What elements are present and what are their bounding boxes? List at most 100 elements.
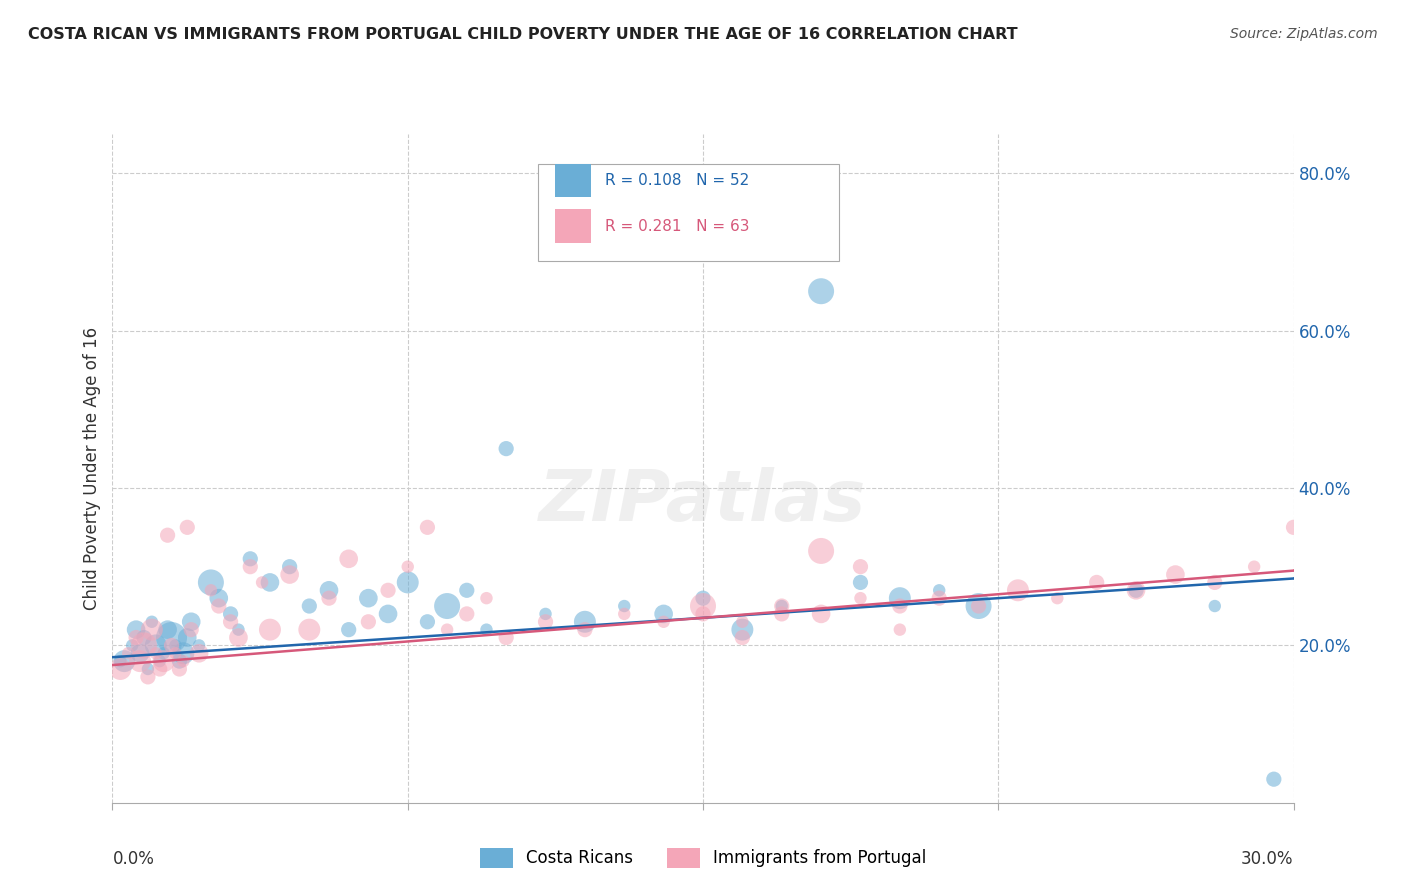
Point: [731, 623, 754, 637]
Point: [149, 654, 172, 668]
Point: [152, 646, 174, 660]
Point: [436, 623, 458, 637]
Point: [456, 583, 478, 598]
Point: [239, 559, 262, 574]
Point: [416, 520, 439, 534]
Point: [172, 646, 194, 660]
Point: [574, 623, 596, 637]
FancyBboxPatch shape: [555, 164, 591, 197]
Point: [849, 575, 872, 590]
Point: [149, 662, 172, 676]
Text: ZIPatlas: ZIPatlas: [540, 467, 866, 536]
Point: [180, 615, 202, 629]
Point: [152, 654, 174, 668]
Point: [141, 615, 163, 629]
Point: [337, 551, 360, 566]
Point: [534, 607, 557, 621]
Legend: Costa Ricans, Immigrants from Portugal: Costa Ricans, Immigrants from Portugal: [472, 841, 934, 875]
Text: 0.0%: 0.0%: [112, 849, 155, 868]
Point: [692, 599, 714, 613]
Point: [121, 639, 143, 653]
Point: [219, 607, 242, 621]
Point: [1125, 583, 1147, 598]
Point: [889, 591, 911, 606]
Point: [396, 559, 419, 574]
Point: [110, 662, 132, 676]
Point: [1085, 575, 1108, 590]
Point: [357, 591, 380, 606]
Point: [652, 615, 675, 629]
Point: [377, 607, 399, 621]
Point: [1125, 583, 1147, 598]
Point: [692, 591, 714, 606]
Point: [810, 607, 832, 621]
Point: [967, 599, 990, 613]
Text: 30.0%: 30.0%: [1241, 849, 1294, 868]
Point: [200, 583, 222, 598]
Point: [200, 575, 222, 590]
Point: [1263, 772, 1285, 787]
Point: [165, 646, 187, 660]
Point: [810, 544, 832, 558]
Point: [357, 615, 380, 629]
Point: [1046, 591, 1069, 606]
Point: [278, 559, 301, 574]
Point: [1204, 575, 1226, 590]
Point: [436, 599, 458, 613]
Point: [298, 623, 321, 637]
Point: [967, 599, 990, 613]
Point: [298, 599, 321, 613]
Point: [176, 631, 198, 645]
Point: [250, 575, 273, 590]
Point: [1007, 583, 1029, 598]
Point: [125, 623, 148, 637]
Text: R = 0.281   N = 63: R = 0.281 N = 63: [605, 219, 749, 234]
Point: [574, 615, 596, 629]
Point: [145, 639, 167, 653]
Point: [475, 591, 498, 606]
Point: [377, 583, 399, 598]
Text: COSTA RICAN VS IMMIGRANTS FROM PORTUGAL CHILD POVERTY UNDER THE AGE OF 16 CORREL: COSTA RICAN VS IMMIGRANTS FROM PORTUGAL …: [28, 27, 1018, 42]
Point: [188, 639, 211, 653]
Point: [889, 599, 911, 613]
Point: [889, 623, 911, 637]
Point: [692, 607, 714, 621]
Point: [129, 654, 152, 668]
Point: [112, 654, 135, 668]
Text: R = 0.108   N = 52: R = 0.108 N = 52: [605, 173, 749, 188]
Point: [208, 599, 231, 613]
Point: [810, 284, 832, 298]
Point: [129, 646, 152, 660]
Point: [318, 583, 340, 598]
Point: [110, 654, 132, 668]
Point: [259, 575, 281, 590]
Point: [165, 639, 187, 653]
Point: [456, 607, 478, 621]
Point: [1243, 559, 1265, 574]
Point: [1282, 520, 1305, 534]
Point: [125, 631, 148, 645]
Point: [239, 551, 262, 566]
Point: [145, 646, 167, 660]
Point: [849, 591, 872, 606]
Point: [132, 639, 155, 653]
FancyBboxPatch shape: [537, 164, 839, 260]
Point: [180, 623, 202, 637]
Point: [117, 646, 139, 660]
Point: [172, 654, 194, 668]
Point: [770, 607, 793, 621]
Point: [136, 670, 159, 684]
Point: [613, 599, 636, 613]
Point: [613, 607, 636, 621]
Point: [928, 583, 950, 598]
Point: [228, 631, 250, 645]
Point: [731, 615, 754, 629]
FancyBboxPatch shape: [555, 210, 591, 243]
Point: [136, 662, 159, 676]
Y-axis label: Child Poverty Under the Age of 16: Child Poverty Under the Age of 16: [83, 326, 101, 610]
Point: [176, 520, 198, 534]
Point: [141, 623, 163, 637]
Text: Source: ZipAtlas.com: Source: ZipAtlas.com: [1230, 27, 1378, 41]
Point: [169, 654, 191, 668]
Point: [770, 599, 793, 613]
